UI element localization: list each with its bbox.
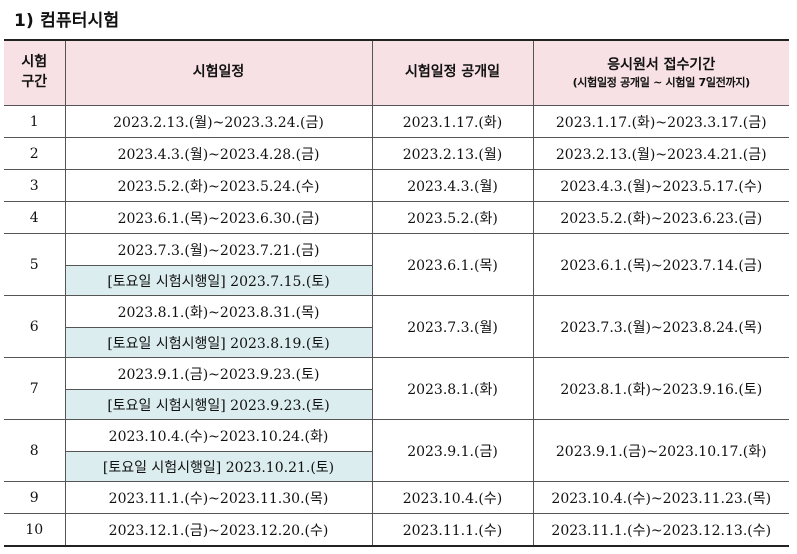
cell-open-date: 2023.4.3.(월) <box>371 169 534 202</box>
table-row: 4 2023.6.1.(목)~2023.6.30.(금) 2023.5.2.(화) 2… <box>4 201 789 234</box>
cell-round-no: 9 <box>4 481 66 514</box>
cell-exam-period: 2023.9.1.(금)~2023.9.23.(토) <box>64 357 373 390</box>
cell-registration-period: 2023.1.17.(화)~2023.3.17.(금) <box>532 105 789 138</box>
cell-exam-period: 2023.6.1.(목)~2023.6.30.(금) <box>64 201 373 234</box>
cell-open-date: 2023.7.3.(월) <box>371 295 534 358</box>
header-registration-note: (시험일정 공개일 ~ 시험일 7일전까지) <box>572 76 751 90</box>
table-row-saturday: [토요일 시험시행일] 2023.10.21.(토) <box>4 451 789 482</box>
cell-round-no: 7 <box>4 357 66 420</box>
cell-open-date: 2023.8.1.(화) <box>371 357 534 420</box>
schedule-body: 1 2023.2.13.(월)~2023.3.24.(금) 2023.1.17.(화… <box>4 105 789 547</box>
cell-round-no: 5 <box>4 233 66 296</box>
table-row: 2 2023.4.3.(월)~2023.4.28.(금) 2023.2.13.(월)… <box>4 137 789 170</box>
cell-open-date: 2023.6.1.(목) <box>371 233 534 296</box>
header-registration-label: 응시원서 접수기간 <box>607 56 716 73</box>
cell-round-no: 1 <box>4 105 66 138</box>
cell-saturday-exam: [토요일 시험시행일] 2023.9.23.(토) <box>65 389 372 420</box>
cell-registration-period: 2023.7.3.(월)~2023.8.24.(목) <box>532 295 789 358</box>
header-exam-date: 시험일정 <box>64 39 373 106</box>
cell-open-date: 2023.5.2.(화) <box>371 201 534 234</box>
cell-round-no: 3 <box>4 169 66 202</box>
table-row-saturday: [토요일 시험시행일] 2023.9.23.(토) <box>4 389 789 420</box>
table-row: 3 2023.5.2.(화)~2023.5.24.(수) 2023.4.3.(월) 2… <box>4 169 789 202</box>
table-row: 8 2023.10.4.(수)~2023.10.24.(화) 2023.9.1.(금… <box>4 419 789 482</box>
cell-saturday-exam: [토요일 시험시행일] 2023.8.19.(토) <box>65 327 372 358</box>
header-row: 시험 구간 시험일정 시험일정 공개일 응시원서 접수기간 (시험일정 공개일 … <box>4 39 789 106</box>
cell-registration-period: 2023.8.1.(화)~2023.9.16.(토) <box>532 357 789 420</box>
table-row-saturday: [토요일 시험시행일] 2023.7.15.(토) <box>4 265 789 296</box>
header-round: 시험 구간 <box>4 39 66 106</box>
table-row: 1 2023.2.13.(월)~2023.3.24.(금) 2023.1.17.(화… <box>4 105 789 138</box>
section-title: 1) 컴퓨터시험 <box>14 11 120 31</box>
cell-exam-period: 2023.10.4.(수)~2023.10.24.(화) <box>64 419 373 452</box>
cell-saturday-exam: [토요일 시험시행일] 2023.10.21.(토) <box>65 451 372 482</box>
cell-exam-period: 2023.4.3.(월)~2023.4.28.(금) <box>64 137 373 170</box>
cell-round-no: 2 <box>4 137 66 170</box>
cell-registration-period: 2023.4.3.(월)~2023.5.17.(수) <box>532 169 789 202</box>
exam-schedule-table: 시험 구간 시험일정 시험일정 공개일 응시원서 접수기간 (시험일정 공개일 … <box>4 39 789 547</box>
cell-registration-period: 2023.6.1.(목)~2023.7.14.(금) <box>532 233 789 296</box>
table-row: 10 2023.12.1.(금)~2023.12.20.(수) 2023.11.1.… <box>4 513 789 547</box>
table-row: 7 2023.9.1.(금)~2023.9.23.(토) 2023.8.1.(화) 2… <box>4 357 789 420</box>
cell-round-no: 10 <box>4 513 66 547</box>
cell-open-date: 2023.9.1.(금) <box>371 419 534 482</box>
table-row: 5 2023.7.3.(월)~2023.7.21.(금) 2023.6.1.(목) 2… <box>4 233 789 296</box>
cell-exam-period: 2023.8.1.(화)~2023.8.31.(목) <box>64 295 373 328</box>
header-open-date: 시험일정 공개일 <box>371 39 534 106</box>
cell-exam-period: 2023.7.3.(월)~2023.7.21.(금) <box>64 233 373 266</box>
cell-registration-period: 2023.2.13.(월)~2023.4.21.(금) <box>532 137 789 170</box>
table-row: 9 2023.11.1.(수)~2023.11.30.(목) 2023.10.4.(… <box>4 481 789 514</box>
cell-exam-period: 2023.11.1.(수)~2023.11.30.(목) <box>64 481 373 514</box>
cell-registration-period: 2023.9.1.(금)~2023.10.17.(화) <box>532 419 789 482</box>
cell-open-date: 2023.11.1.(수) <box>371 513 534 547</box>
cell-round-no: 6 <box>4 295 66 358</box>
cell-exam-period: 2023.2.13.(월)~2023.3.24.(금) <box>64 105 373 138</box>
cell-exam-period: 2023.12.1.(금)~2023.12.20.(수) <box>64 513 373 547</box>
table-row-saturday: [토요일 시험시행일] 2023.8.19.(토) <box>4 327 789 358</box>
header-registration: 응시원서 접수기간 (시험일정 공개일 ~ 시험일 7일전까지) <box>532 39 789 106</box>
cell-open-date: 2023.2.13.(월) <box>371 137 534 170</box>
cell-exam-period: 2023.5.2.(화)~2023.5.24.(수) <box>64 169 373 202</box>
cell-saturday-exam: [토요일 시험시행일] 2023.7.15.(토) <box>65 265 372 296</box>
cell-open-date: 2023.1.17.(화) <box>371 105 534 138</box>
cell-round-no: 8 <box>4 419 66 482</box>
cell-registration-period: 2023.11.1.(수)~2023.12.13.(수) <box>532 513 789 547</box>
cell-round-no: 4 <box>4 201 66 234</box>
cell-open-date: 2023.10.4.(수) <box>371 481 534 514</box>
cell-registration-period: 2023.10.4.(수)~2023.11.23.(목) <box>532 481 789 514</box>
cell-registration-period: 2023.5.2.(화)~2023.6.23.(금) <box>532 201 789 234</box>
table-row: 6 2023.8.1.(화)~2023.8.31.(목) 2023.7.3.(월) 2… <box>4 295 789 358</box>
